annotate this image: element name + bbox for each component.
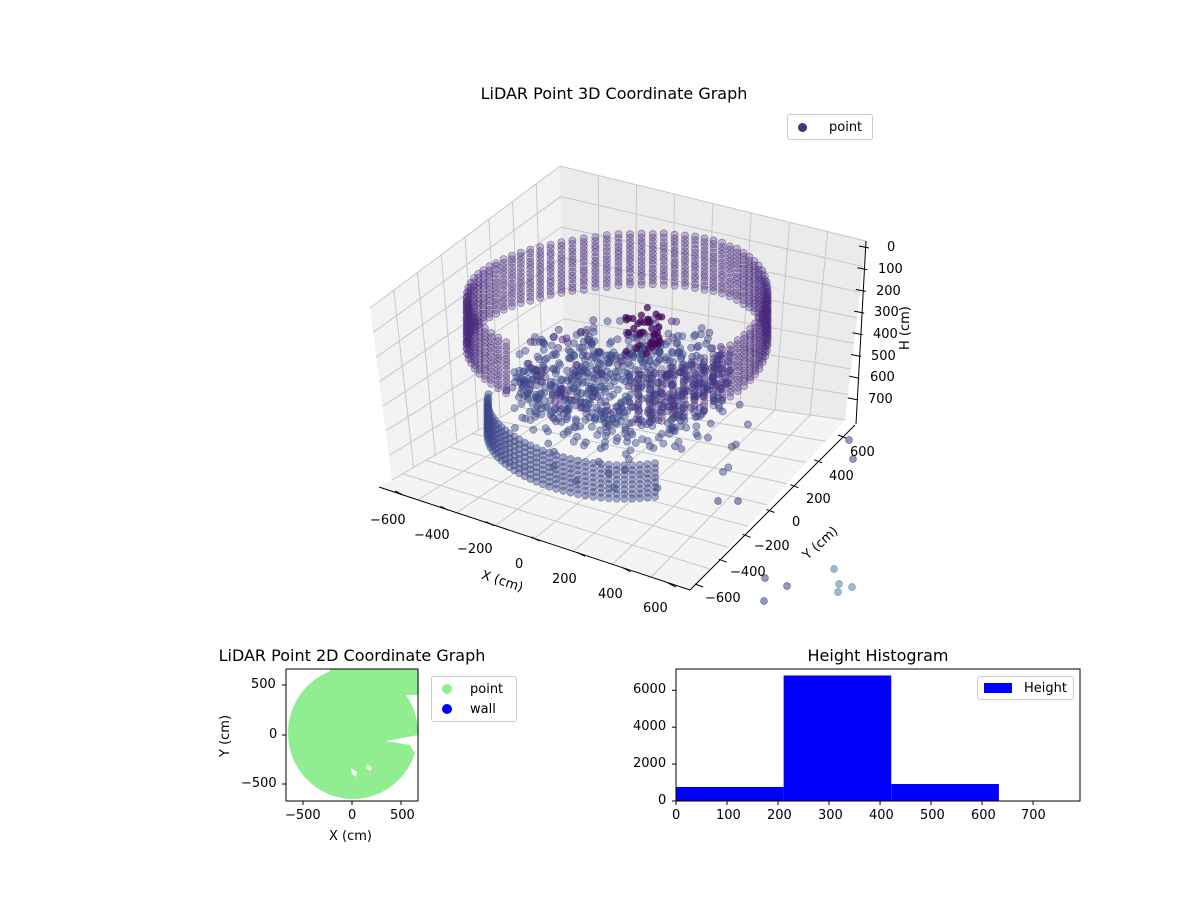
z-axis-line	[855, 240, 867, 425]
plot-3d-title: LiDAR Point 3D Coordinate Graph	[480, 84, 748, 103]
histogram-bar	[891, 784, 999, 801]
legend-marker-icon	[798, 122, 807, 132]
point-cloud-3d	[462, 229, 857, 605]
y2d-tick: −500	[241, 776, 277, 791]
z-tick: 300	[874, 305, 899, 320]
legend-patch-icon	[984, 683, 1012, 693]
hist-y-tick: 6000	[633, 682, 667, 697]
y2d-tick: 0	[269, 727, 278, 742]
z-tick: 0	[887, 240, 896, 255]
z-tick: 500	[871, 349, 896, 364]
hist-x-tick: 700	[1021, 808, 1046, 823]
histogram-bar	[783, 675, 892, 801]
hist-title: Height Histogram	[807, 646, 949, 665]
hist-legend: Height	[977, 676, 1074, 700]
legend-item-point: point	[788, 115, 872, 139]
y2d-tick: 500	[251, 677, 276, 692]
legend-item-height: Height	[978, 678, 1073, 698]
z-tick: 600	[870, 370, 895, 385]
x-tick: −200	[457, 542, 493, 557]
legend-label: point	[829, 119, 863, 135]
legend-marker-icon	[442, 684, 452, 694]
y-tick: −400	[730, 565, 766, 580]
y-tick: 200	[806, 492, 831, 507]
x2d-tick: 0	[348, 808, 357, 823]
hist-y-tick: 4000	[633, 719, 667, 734]
y2d-axis-label: Y (cm)	[218, 714, 233, 757]
histogram-area	[672, 668, 1081, 805]
x-tick: −400	[414, 528, 450, 543]
z-axis-label: H (cm)	[898, 306, 913, 350]
plot-2d-area	[282, 668, 419, 805]
hist-x-tick: 500	[920, 808, 945, 823]
legend-label: wall	[470, 701, 496, 717]
z-tick: 400	[873, 327, 898, 342]
z-tick: 200	[876, 284, 901, 299]
y-axis-line	[689, 424, 856, 591]
x-tick: 200	[552, 572, 577, 587]
x-tick: −600	[370, 513, 406, 528]
hist-x-tick: 300	[818, 808, 843, 823]
y-tick: 600	[850, 445, 875, 460]
y-tick: −200	[754, 539, 790, 554]
y-tick: −600	[705, 591, 741, 606]
legend-marker-icon	[442, 704, 452, 714]
y-tick: 400	[829, 469, 854, 484]
plot-3d-legend: point	[787, 114, 873, 140]
hist-x-tick: 400	[869, 808, 894, 823]
legend-label: Height	[1024, 680, 1067, 696]
legend-label: point	[470, 681, 504, 697]
hist-y-tick: 0	[658, 793, 667, 808]
hist-x-tick: 200	[767, 808, 792, 823]
hist-y-tick: 2000	[633, 756, 667, 771]
hist-x-tick: 600	[971, 808, 996, 823]
histogram-frame	[675, 668, 1081, 802]
x-tick: 400	[598, 587, 623, 602]
x-tick: 600	[643, 601, 668, 616]
plot-2d-legend: point wall	[431, 676, 517, 722]
x-tick: 0	[515, 557, 524, 572]
histogram-bar	[676, 786, 784, 801]
y-tick: 0	[792, 515, 801, 530]
z-tick: 100	[878, 262, 903, 277]
z-tick: 700	[868, 392, 893, 407]
hist-x-tick: 100	[716, 808, 741, 823]
hist-x-tick: 0	[672, 808, 681, 823]
plot-2d-title: LiDAR Point 2D Coordinate Graph	[218, 646, 486, 665]
legend-item-wall: wall	[432, 699, 516, 719]
x2d-tick: −500	[285, 808, 321, 823]
legend-item-point: point	[432, 679, 516, 699]
x2d-axis-label: X (cm)	[329, 829, 372, 844]
x2d-tick: 500	[390, 808, 415, 823]
